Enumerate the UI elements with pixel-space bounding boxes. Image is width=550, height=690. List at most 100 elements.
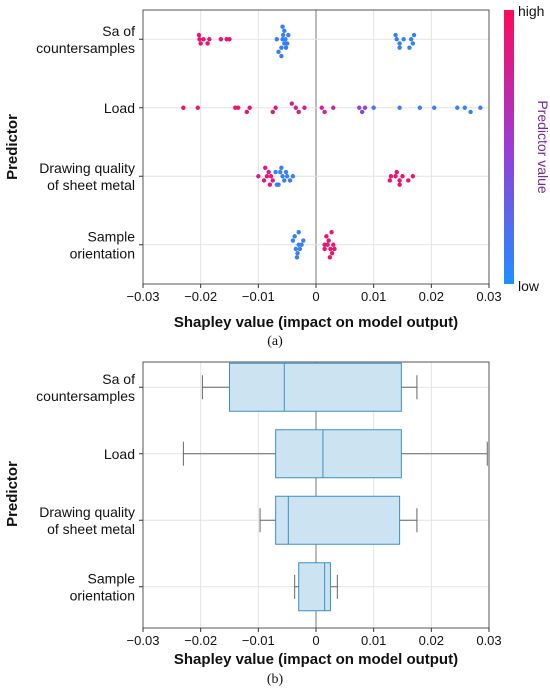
panel-a-grid (142, 10, 490, 284)
panel-a-category-label: Sample (88, 228, 136, 244)
data-point (218, 37, 224, 42)
panel-b-x-tick-label: 0.03 (476, 633, 501, 648)
data-point (274, 37, 279, 42)
box (229, 362, 402, 412)
data-point (393, 174, 398, 179)
data-point (329, 229, 334, 235)
data-point (207, 37, 212, 42)
data-point (371, 105, 376, 110)
data-point (244, 109, 249, 115)
panel-b-x-tick-label: −0.01 (242, 633, 275, 648)
data-point (279, 53, 284, 59)
data-point (322, 246, 327, 252)
data-point (205, 41, 210, 46)
data-point (276, 49, 281, 55)
panel-b-x-tick-label: 0.01 (361, 633, 386, 648)
panel-b-category-label: Sa of (102, 371, 135, 387)
data-point (401, 37, 406, 42)
data-point (263, 165, 268, 171)
panel-b-x-ticks: −0.03 −0.02 −0.01 0 0.01 0.02 0.03 (127, 386, 502, 648)
panel-b-x-axis-label: Shapley value (impact on model output) (174, 651, 458, 668)
data-point (393, 32, 398, 38)
panel-b-x-tick-label: 0.02 (419, 633, 444, 648)
data-point (292, 234, 297, 239)
panel-b-boxes (182, 362, 488, 612)
data-point (296, 109, 301, 115)
data-point (406, 178, 411, 183)
data-point (331, 242, 336, 247)
data-point (274, 182, 279, 187)
panel-a-x-tick-label: 0.01 (361, 289, 386, 304)
data-point (273, 105, 278, 110)
data-point (359, 109, 365, 115)
panel-b-category-label: Sample (88, 570, 136, 586)
panel-a-category-label: Load (104, 100, 135, 116)
data-point (332, 246, 337, 252)
data-point (267, 182, 273, 187)
data-point (256, 174, 261, 179)
panel-a-x-ticks: −0.03 −0.02 −0.01 0 0.01 0.02 0.03 (127, 38, 502, 304)
data-point (280, 174, 285, 179)
data-point (289, 101, 294, 106)
data-point (408, 37, 414, 42)
panel-a-category-label: orientation (70, 245, 135, 261)
data-point (400, 174, 405, 179)
data-point (198, 41, 203, 46)
colorbar-high-label: high (518, 3, 544, 19)
data-point (268, 174, 274, 179)
panel-b-category-label: Load (104, 446, 135, 462)
panel-a-x-tick-label: 0.02 (419, 289, 444, 304)
panel-a-x-tick-label: −0.03 (127, 289, 160, 304)
data-point (227, 37, 232, 42)
panel-a-y-axis-label: Predictor (4, 114, 21, 180)
data-point (261, 178, 267, 183)
panel-b-category-label: of sheet metal (47, 521, 135, 537)
data-point (410, 41, 416, 46)
panel-b-label: (b) (267, 672, 284, 687)
data-point (196, 32, 202, 38)
data-point (284, 41, 290, 46)
data-point (397, 41, 402, 46)
data-point (279, 45, 284, 50)
panel-b: −0.03 −0.02 −0.01 0 0.01 0.02 0.03 Sa ofcounte… (4, 361, 502, 687)
data-point (302, 105, 307, 110)
data-point (394, 169, 399, 175)
panel-b-x-tick-label: −0.03 (127, 633, 160, 648)
data-point (273, 169, 278, 175)
data-point (181, 105, 186, 110)
data-point (387, 178, 393, 183)
panel-b-x-tick-label: −0.02 (184, 633, 217, 648)
data-point (282, 178, 287, 183)
data-point (283, 169, 289, 175)
data-point (290, 174, 296, 179)
data-point (397, 45, 402, 50)
data-point (322, 109, 327, 115)
panel-a-category-label: Sa of (102, 23, 135, 39)
data-point (294, 255, 300, 260)
panel-a-category-label: Drawing quality (39, 160, 135, 176)
panel-a: −0.03 −0.02 −0.01 0 0.01 0.02 0.03 Sa ofcounte… (4, 3, 550, 349)
colorbar-title: Predictor value (535, 100, 550, 194)
data-point (331, 105, 336, 110)
panel-a-points (181, 24, 483, 260)
data-point (397, 178, 402, 183)
panel-a-x-tick-label: −0.01 (242, 289, 275, 304)
data-point (247, 105, 252, 110)
data-point (322, 242, 327, 247)
box (275, 429, 402, 479)
panel-b-y-axis-label: Predictor (4, 461, 21, 527)
data-point (478, 105, 483, 110)
colorbar (504, 10, 514, 284)
data-point (287, 178, 293, 183)
panel-a-label: (a) (267, 334, 283, 349)
data-point (293, 105, 299, 110)
data-point (410, 174, 416, 179)
panel-b-category-label: Drawing quality (39, 504, 135, 520)
data-point (278, 169, 283, 175)
panel-a-x-tick-label: 0.03 (476, 289, 501, 304)
data-point (455, 105, 460, 110)
panel-a-category-label: of sheet metal (47, 177, 135, 193)
box (298, 562, 331, 612)
